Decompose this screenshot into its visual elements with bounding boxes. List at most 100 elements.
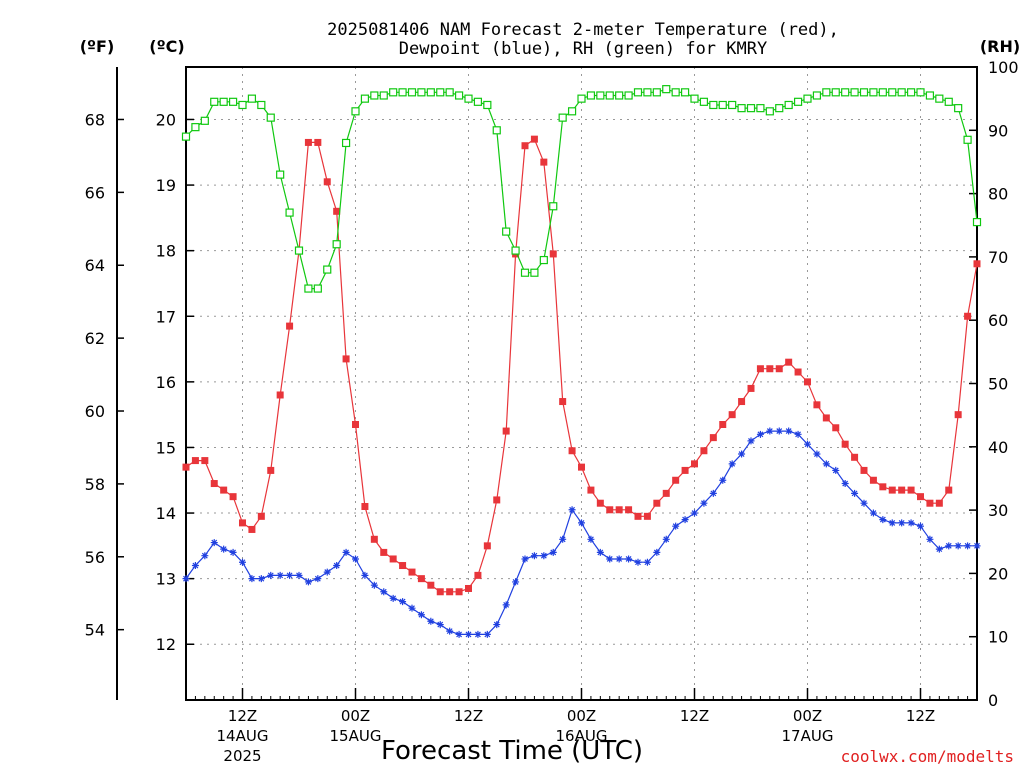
rh-marker [822, 88, 831, 97]
y-tick-label-rh: 80 [988, 185, 1008, 204]
temperature-marker [493, 496, 501, 504]
y-tick-label-rh: 30 [988, 501, 1008, 520]
y-tick-label-c: 15 [156, 438, 176, 457]
dewpoint-marker [380, 588, 388, 596]
dewpoint-marker [352, 555, 359, 563]
dewpoint-marker [738, 450, 746, 458]
temperature-marker [182, 463, 190, 471]
temperature-marker [935, 499, 943, 507]
y-tick-label-f: 66 [85, 183, 105, 202]
y-tick-label-rh: 0 [988, 691, 998, 710]
rh-marker [906, 88, 916, 97]
rh-marker [567, 107, 577, 116]
y-tick-label-c: 13 [156, 570, 176, 589]
temperature-marker [634, 512, 642, 520]
temperature-marker [653, 499, 661, 507]
rh-marker [417, 88, 426, 97]
temperature-marker [502, 427, 510, 435]
temperature-marker [587, 486, 595, 494]
dewpoint-marker [455, 630, 463, 638]
dewpoint-marker [917, 522, 924, 530]
temperature-marker [408, 568, 416, 576]
rh-marker [850, 88, 859, 97]
dewpoint-marker [898, 519, 906, 527]
dewpoint-marker [361, 571, 369, 579]
dewpoint-marker [399, 598, 407, 606]
dewpoint-marker [879, 516, 887, 524]
temperature-marker [276, 391, 284, 399]
rh-marker [530, 268, 539, 277]
dewpoint-marker [314, 575, 322, 583]
rh-marker [775, 104, 784, 113]
dewpoint-marker [568, 506, 576, 514]
rh-marker [445, 88, 454, 97]
dewpoint-marker [935, 545, 943, 553]
y-tick-label-c: 14 [156, 504, 176, 523]
temperature-marker [248, 525, 256, 533]
rh-marker [181, 132, 191, 141]
dewpoint-marker [681, 516, 689, 524]
rh-marker [294, 246, 304, 255]
temperature-marker [662, 489, 670, 497]
dewpoint-marker [813, 450, 821, 458]
rh-marker [228, 97, 238, 106]
rh-marker [728, 100, 737, 110]
temperature-marker [596, 499, 604, 507]
dewpoint-marker [389, 594, 397, 602]
temperature-marker [465, 584, 472, 592]
dewpoint-marker [662, 535, 670, 543]
temperature-marker [747, 384, 755, 392]
temperature-marker [323, 178, 331, 186]
rh-marker [746, 104, 756, 113]
dewpoint-marker [323, 568, 331, 576]
dewpoint-marker [945, 542, 953, 550]
dewpoint-marker [709, 489, 717, 497]
temperature-marker [822, 414, 830, 422]
dewpoint-marker [370, 581, 378, 589]
rh-marker [558, 113, 567, 122]
temperature-marker [898, 486, 906, 494]
dewpoint-marker [512, 578, 520, 586]
dewpoint-marker [719, 476, 727, 484]
rh-marker [699, 97, 709, 106]
temperature-marker [210, 480, 218, 488]
x-tick-label: 12Z [680, 707, 709, 725]
rh-marker [502, 227, 511, 236]
rh-marker [709, 100, 718, 110]
dewpoint-marker [822, 460, 830, 468]
rh-marker [869, 88, 878, 97]
temperature-marker [370, 535, 378, 543]
temperature-marker [794, 368, 802, 376]
rh-marker [332, 240, 341, 249]
dewpoint-marker [465, 630, 472, 638]
temperature-marker [841, 440, 849, 448]
temperature-marker [606, 506, 614, 514]
rh-marker [784, 100, 793, 110]
x-tick-label: 12Z [906, 707, 935, 725]
rh-marker [511, 246, 520, 255]
temperature-marker [361, 502, 369, 510]
rh-marker [652, 88, 661, 97]
dewpoint-marker [691, 509, 698, 517]
rh-marker [671, 88, 680, 97]
y-tick-label-c: 16 [156, 373, 176, 392]
rh-marker [586, 91, 596, 100]
rh-marker [859, 88, 869, 97]
dewpoint-marker [191, 562, 199, 570]
temperature-marker [314, 138, 322, 146]
y-tick-label-f: 64 [85, 256, 105, 275]
rh-marker [454, 91, 464, 100]
dewpoint-marker [549, 548, 557, 556]
temperature-marker [483, 542, 491, 550]
rh-marker [464, 94, 473, 103]
rh-marker [605, 91, 614, 100]
rh-marker [944, 97, 953, 106]
temperature-marker [286, 322, 294, 330]
dewpoint-marker [643, 558, 651, 566]
dewpoint-marker [201, 552, 209, 560]
unit-label-fahrenheit: (ºF) [80, 37, 115, 56]
temperature-marker [625, 506, 633, 514]
temperature-marker [559, 398, 567, 406]
temperature-marker [220, 486, 228, 494]
